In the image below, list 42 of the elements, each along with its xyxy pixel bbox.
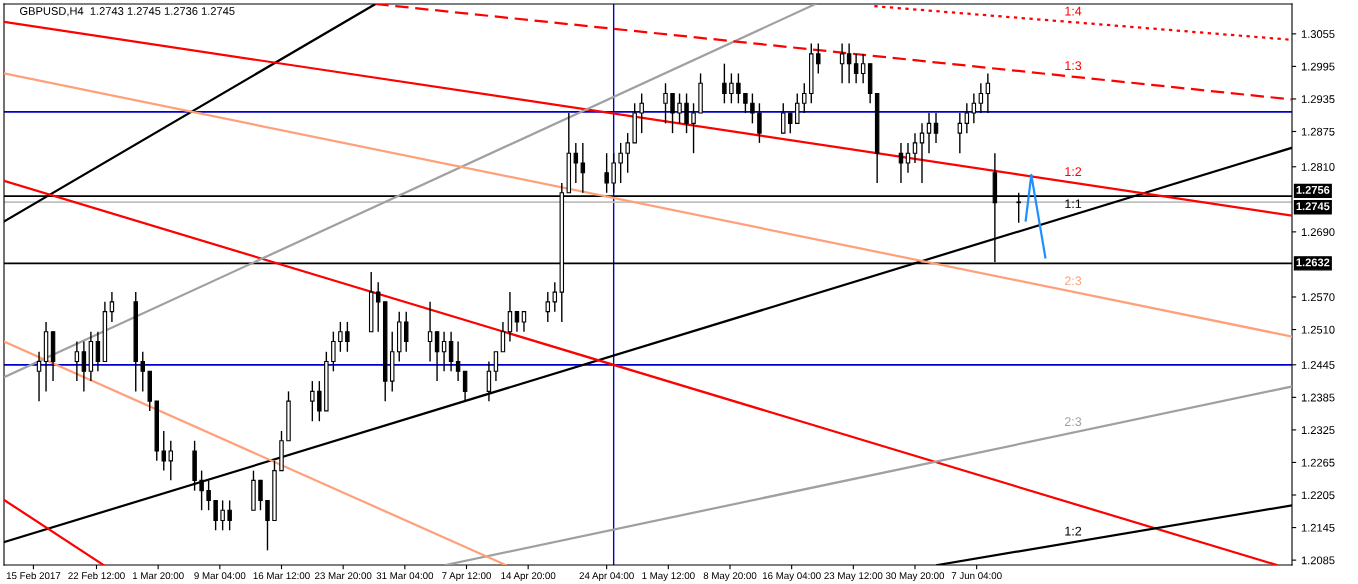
series-label: 2:3 <box>1064 417 1082 427</box>
y-tick-label: 1.2995 <box>1301 62 1335 71</box>
x-tick-label: 16 Mar 12:00 <box>253 572 310 580</box>
x-tick-label: 24 Apr 04:00 <box>579 572 634 582</box>
x-tick-label: 23 Mar 20:00 <box>315 572 372 580</box>
y-tick-label: 1.2265 <box>1301 458 1335 467</box>
ref-line-label: 1.2745 <box>1296 202 1330 211</box>
series-label: 1:1 <box>1065 199 1082 209</box>
x-tick-label: 7 Jun 04:00 <box>951 572 1002 580</box>
y-tick-label: 1.2325 <box>1301 426 1335 435</box>
y-tick-label: 1.2085 <box>1301 556 1335 565</box>
y-tick-label: 1.2385 <box>1301 393 1335 402</box>
series-label: 1:2 <box>1065 526 1082 536</box>
series-label: 1:4 <box>1065 6 1082 16</box>
y-tick-label: 1.3055 <box>1301 30 1335 38</box>
y-tick-label: 1.2445 <box>1301 361 1335 369</box>
y-tick-label: 1.2145 <box>1301 523 1335 532</box>
x-tick-label: 8 May 20:00 <box>703 572 757 582</box>
x-tick-label: 1 Mar 20:00 <box>132 572 184 580</box>
x-tick-label: 30 May 20:00 <box>885 572 945 582</box>
x-tick-label: 16 May 04:00 <box>762 572 821 582</box>
y-tick-label: 1.2935 <box>1301 95 1335 104</box>
x-tick-label: 7 Apr 12:00 <box>442 572 491 582</box>
y-tick-label: 1.2810 <box>1301 163 1335 171</box>
x-tick-label: 14 Apr 20:00 <box>501 572 556 582</box>
x-tick-label: 15 Feb 2017 <box>6 571 61 580</box>
chart-title: GBPUSD,H4 1.2743 1.2745 1.2736 1.2745 <box>20 7 235 17</box>
series-label: 2:3 <box>1064 276 1082 286</box>
series-label: 1:3 <box>1065 61 1082 71</box>
ref-line-label: 1.2632 <box>1296 258 1330 267</box>
y-tick-label: 1.2510 <box>1301 325 1335 334</box>
y-tick-label: 1.2690 <box>1301 228 1335 237</box>
x-tick-label: 9 Mar 04:00 <box>194 572 246 580</box>
x-tick-label: 22 Feb 12:00 <box>68 571 125 580</box>
y-tick-label: 1.2570 <box>1301 293 1335 302</box>
x-tick-label: 1 May 12:00 <box>642 572 695 582</box>
y-tick-label: 1.2205 <box>1301 491 1335 500</box>
x-tick-label: 31 Mar 04:00 <box>376 572 434 580</box>
ref-line-label: 1.2756 <box>1296 186 1330 194</box>
x-tick-label: 23 May 12:00 <box>824 572 883 582</box>
series-label: 1:2 <box>1065 167 1082 176</box>
y-tick-label: 1.2875 <box>1301 127 1335 136</box>
